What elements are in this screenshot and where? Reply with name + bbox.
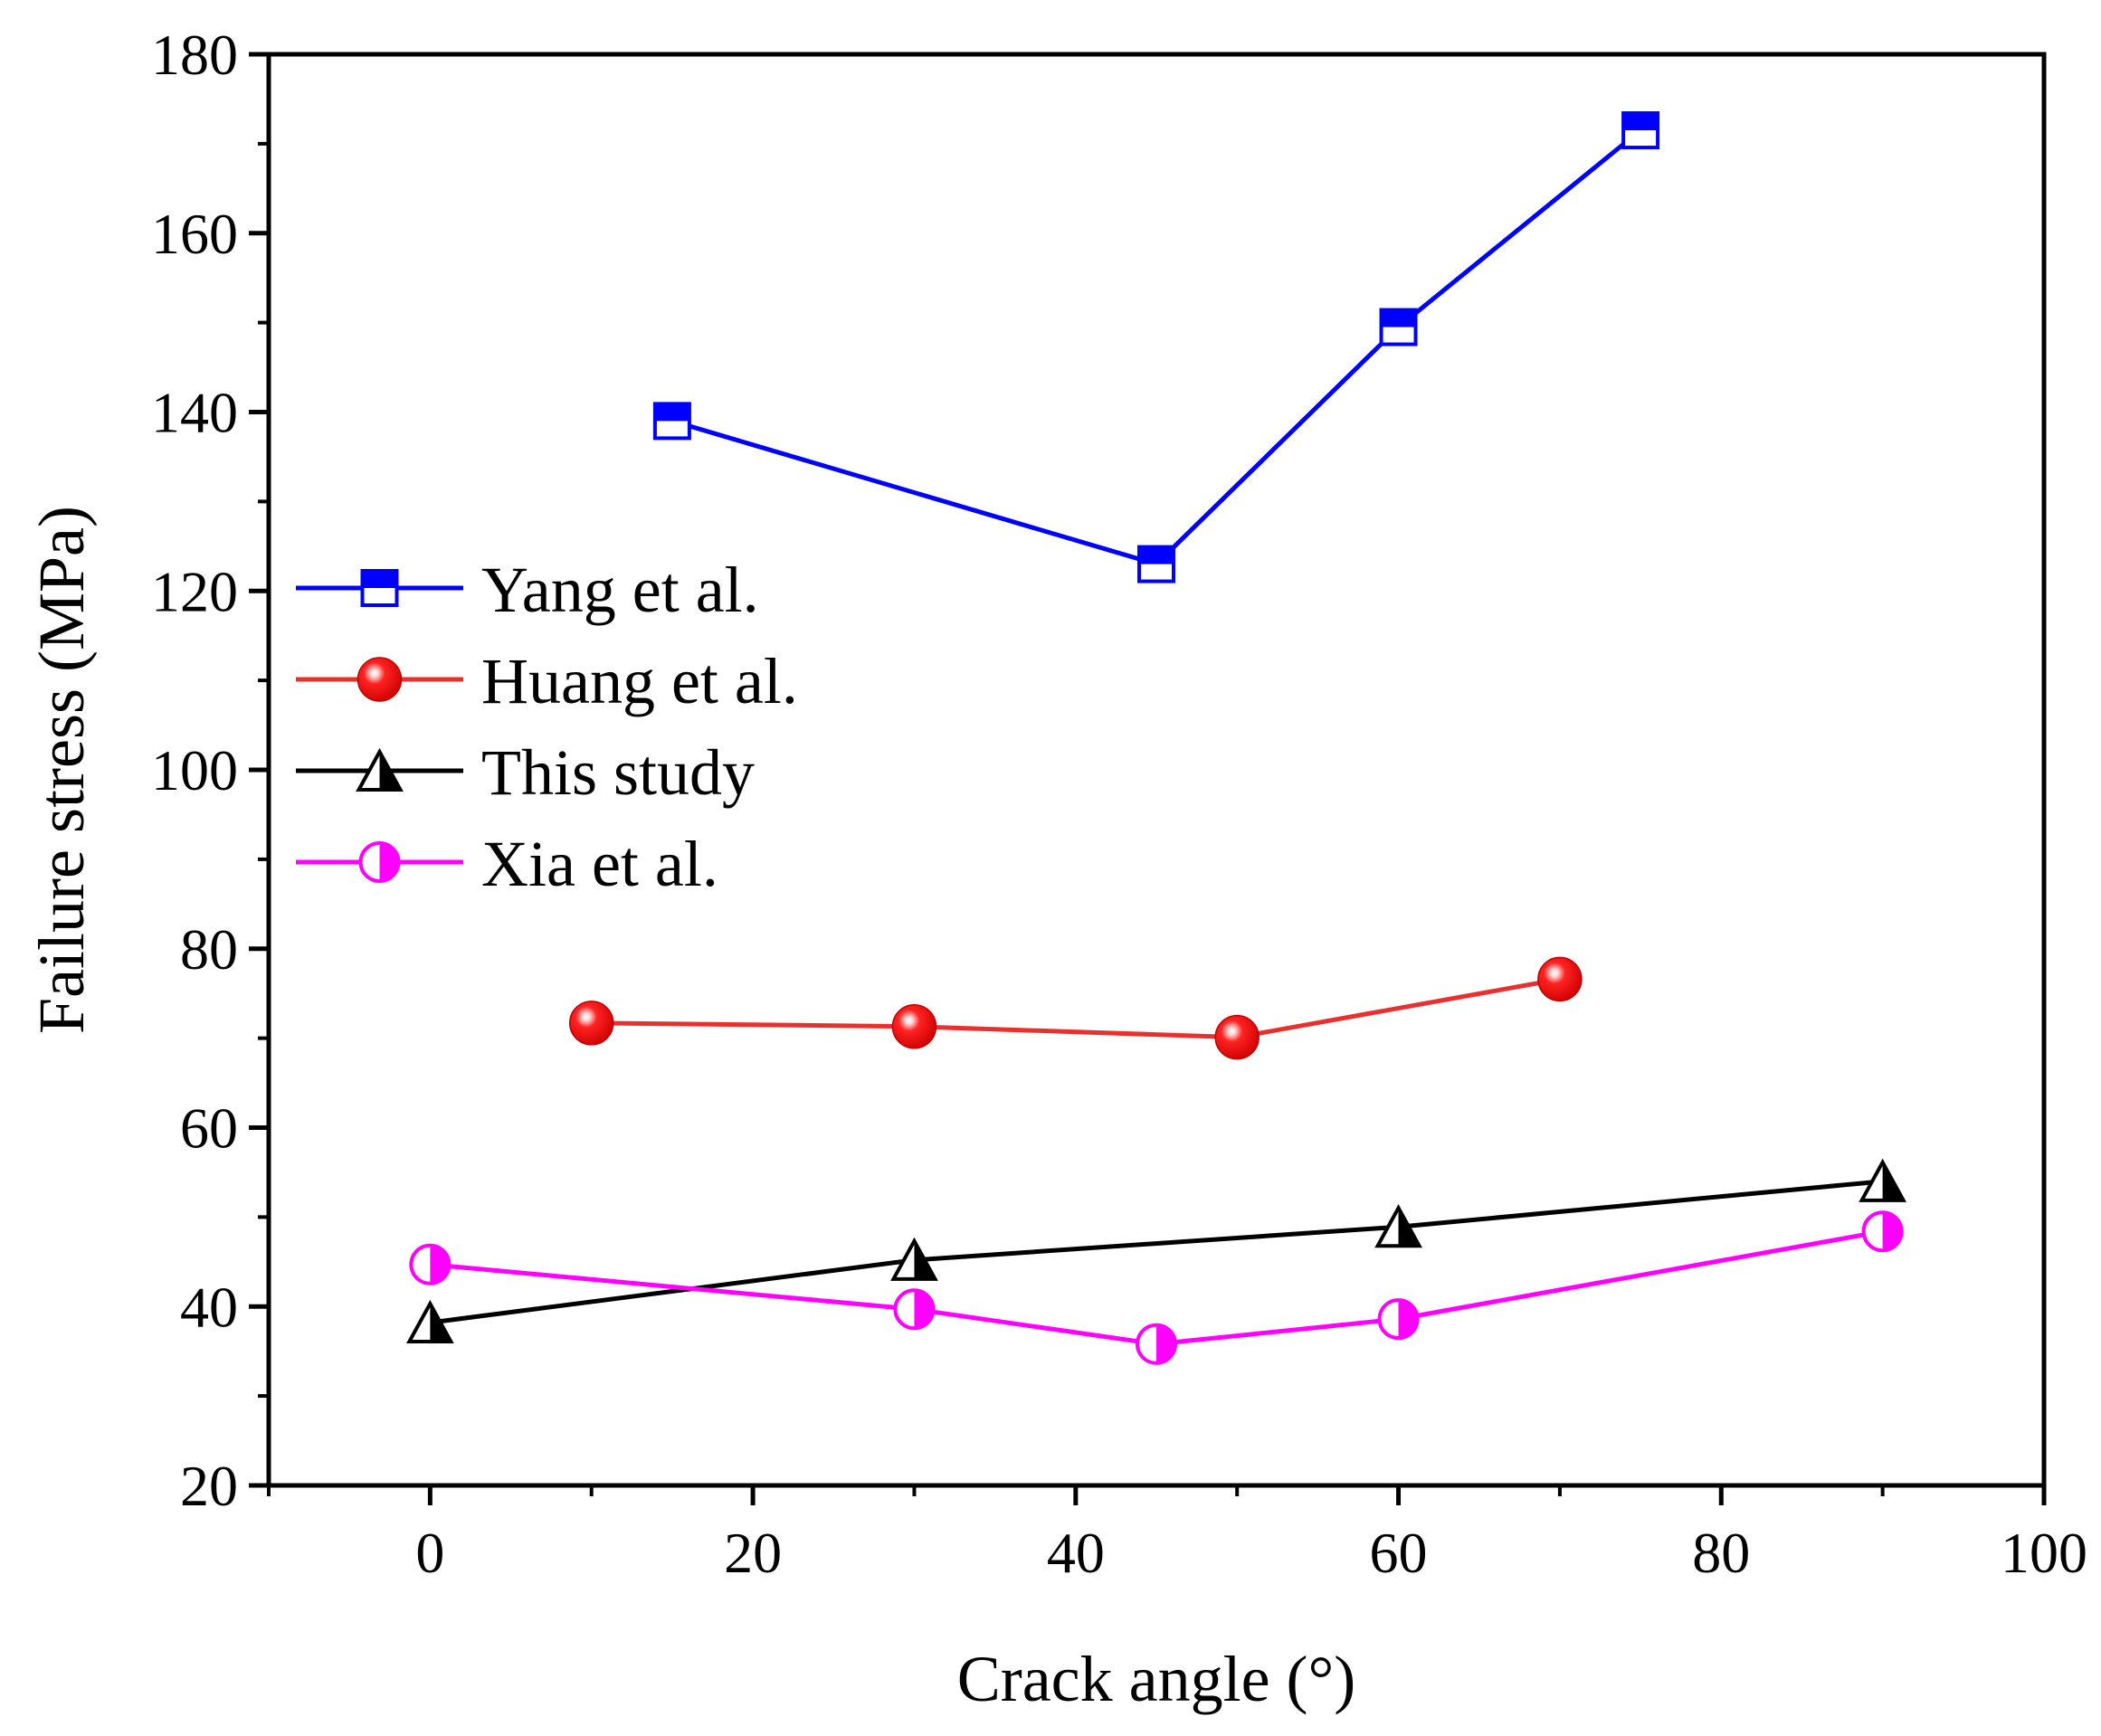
legend-marker (358, 841, 401, 883)
y-tick-label: 160 (151, 202, 238, 266)
legend-marker (357, 657, 403, 702)
x-tick-label: 80 (1692, 1521, 1750, 1585)
axes: 0 20 40 60 80 100 20 40 60 80 100 120 140 160 180 (151, 23, 2087, 1585)
legend-label: This study (481, 736, 755, 809)
data-point-this-study (1374, 1204, 1422, 1248)
data-point-this-study (405, 1299, 454, 1344)
y-tick-label: 120 (151, 559, 238, 623)
y-tick-label: 80 (180, 917, 238, 982)
series-line-huang-et-al (591, 976, 1561, 1040)
legend-item-xia-et-al: Xia et al. (296, 828, 718, 900)
x-axis-title: Crack angle (°) (957, 1643, 1356, 1715)
data-point-huang-et-al (1537, 956, 1583, 1002)
x-tick-label: 20 (724, 1521, 782, 1585)
data-point-this-study (1859, 1158, 1907, 1202)
series-line-yang-et-al (671, 128, 1642, 567)
y-tick-label: 100 (151, 738, 238, 802)
series-xia-et-al (409, 1210, 1904, 1365)
data-point-huang-et-al (891, 1004, 937, 1049)
series-layer (405, 111, 1907, 1365)
data-point-yang-et-al (1621, 111, 1660, 150)
legend-label: Xia et al. (481, 828, 718, 900)
legend-item-yang-et-al: Yang et al. (296, 554, 759, 626)
data-point-xia-et-al (1861, 1210, 1904, 1253)
data-point-huang-et-al (1214, 1014, 1260, 1060)
y-tick-label: 140 (151, 381, 238, 445)
legend-marker (356, 747, 404, 792)
y-tick-label: 180 (151, 23, 238, 87)
series-yang-et-al (652, 111, 1660, 583)
data-point-huang-et-al (568, 1001, 614, 1046)
x-tick-label: 100 (2001, 1521, 2087, 1585)
x-tick-label: 0 (415, 1521, 444, 1585)
data-point-yang-et-al (1379, 308, 1418, 346)
y-tick-label: 60 (180, 1096, 238, 1161)
data-point-yang-et-al (652, 402, 691, 441)
y-tick-label: 20 (180, 1454, 238, 1518)
x-tick-label: 40 (1047, 1521, 1105, 1585)
series-line-this-study (430, 1179, 1883, 1325)
legend: Yang et al. Huang et al. This study Xia et … (296, 554, 798, 900)
data-point-yang-et-al (1137, 545, 1175, 583)
y-axis-title: Failure stress (MPa) (25, 506, 98, 1034)
data-point-xia-et-al (893, 1288, 936, 1331)
data-point-this-study (890, 1237, 938, 1281)
legend-item-huang-et-al: Huang et al. (296, 645, 798, 717)
legend-label: Huang et al. (481, 645, 798, 717)
series-huang-et-al (568, 956, 1583, 1060)
data-point-xia-et-al (409, 1243, 452, 1285)
data-point-xia-et-al (1136, 1323, 1177, 1365)
data-point-xia-et-al (1377, 1298, 1420, 1341)
legend-marker (360, 569, 399, 607)
series-this-study (405, 1158, 1907, 1344)
legend-label: Yang et al. (481, 554, 759, 626)
y-tick-label: 40 (180, 1275, 238, 1339)
legend-item-this-study: This study (296, 736, 755, 809)
x-tick-label: 60 (1370, 1521, 1428, 1585)
